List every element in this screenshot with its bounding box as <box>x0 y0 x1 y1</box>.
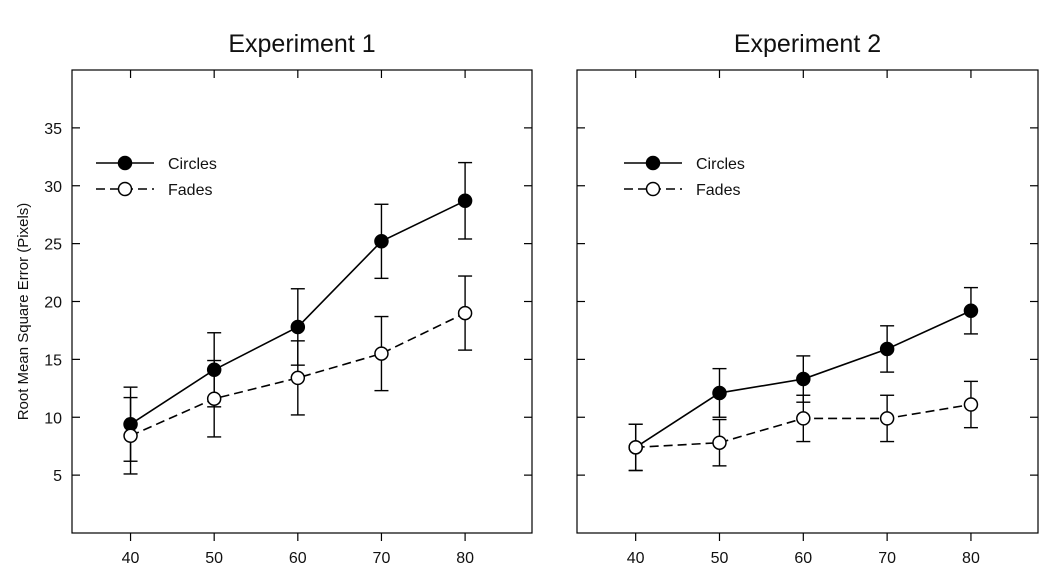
legend-marker <box>645 181 661 197</box>
x-tick-label: 60 <box>794 550 812 567</box>
data-point <box>796 371 811 387</box>
y-tick-label: 10 <box>44 410 62 427</box>
data-point <box>206 391 222 406</box>
legend-label: Circles <box>696 156 745 173</box>
panel-experiment-2: Experiment 2 40 50 60 70 80 Circles Fades <box>576 30 1039 567</box>
series-fades <box>628 380 979 472</box>
plot-frame <box>576 69 1039 534</box>
data-point <box>290 370 306 386</box>
x-tick-label: 60 <box>289 550 307 567</box>
x-tick-label: 80 <box>962 550 980 567</box>
data-point <box>879 411 895 426</box>
data-point <box>290 319 306 335</box>
data-point <box>374 346 389 361</box>
y-axis-label: Root Mean Square Error (Pixels) <box>15 203 32 421</box>
x-tick-label: 50 <box>711 550 729 567</box>
chart-title: Experiment 1 <box>228 30 375 58</box>
x-tick-label: 70 <box>878 550 896 567</box>
data-point <box>457 305 473 321</box>
data-point <box>963 303 979 319</box>
legend-label: Circles <box>168 156 217 173</box>
series-line <box>130 312 466 437</box>
y-tick-label: 20 <box>44 295 62 312</box>
y-tick-label: 15 <box>44 352 62 369</box>
legend-marker <box>117 181 133 197</box>
x-tick-label: 40 <box>627 550 645 567</box>
data-point <box>123 428 138 444</box>
data-point <box>879 341 895 357</box>
legend-item-circles: Circles <box>96 155 217 173</box>
x-tick-label: 40 <box>122 550 140 567</box>
data-point <box>796 411 811 426</box>
data-point <box>712 385 727 401</box>
legend-marker <box>645 155 661 171</box>
series-circles <box>628 286 979 472</box>
data-point <box>628 440 643 455</box>
x-tick-label: 50 <box>205 550 223 567</box>
legend-item-circles: Circles <box>624 155 745 173</box>
data-point <box>712 435 727 450</box>
legend-item-fades: Fades <box>624 181 740 199</box>
legend-marker <box>117 155 133 171</box>
legend-label: Fades <box>168 182 212 199</box>
y-tick-label: 30 <box>44 179 62 196</box>
chart-title: Experiment 2 <box>734 30 881 58</box>
legend-label: Fades <box>696 182 740 199</box>
y-tick-label: 5 <box>53 468 62 485</box>
series-fades <box>123 275 473 475</box>
data-point <box>457 193 473 209</box>
y-tick-label: 25 <box>44 237 62 254</box>
data-point <box>374 234 389 249</box>
data-point <box>963 397 979 412</box>
x-tick-label: 70 <box>373 550 391 567</box>
y-tick-label: 35 <box>44 121 62 138</box>
plot-frame <box>71 69 533 534</box>
x-tick-label: 80 <box>456 550 474 567</box>
legend-item-fades: Fades <box>96 181 212 199</box>
panel-experiment-1: Experiment 1 5 10 15 20 25 30 35 40 50 60 70 80 Root … <box>15 30 533 567</box>
